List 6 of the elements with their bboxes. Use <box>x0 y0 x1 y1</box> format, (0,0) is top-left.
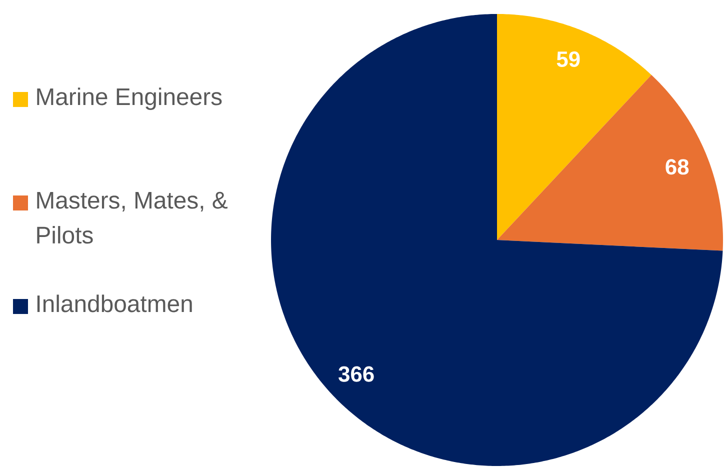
legend-label: Inlandboatmen <box>37 294 192 312</box>
data-label: 59 <box>556 51 580 67</box>
legend-label: Masters, Mates, & Pilots <box>37 192 228 244</box>
data-label: 68 <box>666 159 689 175</box>
legend-label: Marine Engineers <box>37 88 222 110</box>
data-label: 366 <box>338 366 374 382</box>
